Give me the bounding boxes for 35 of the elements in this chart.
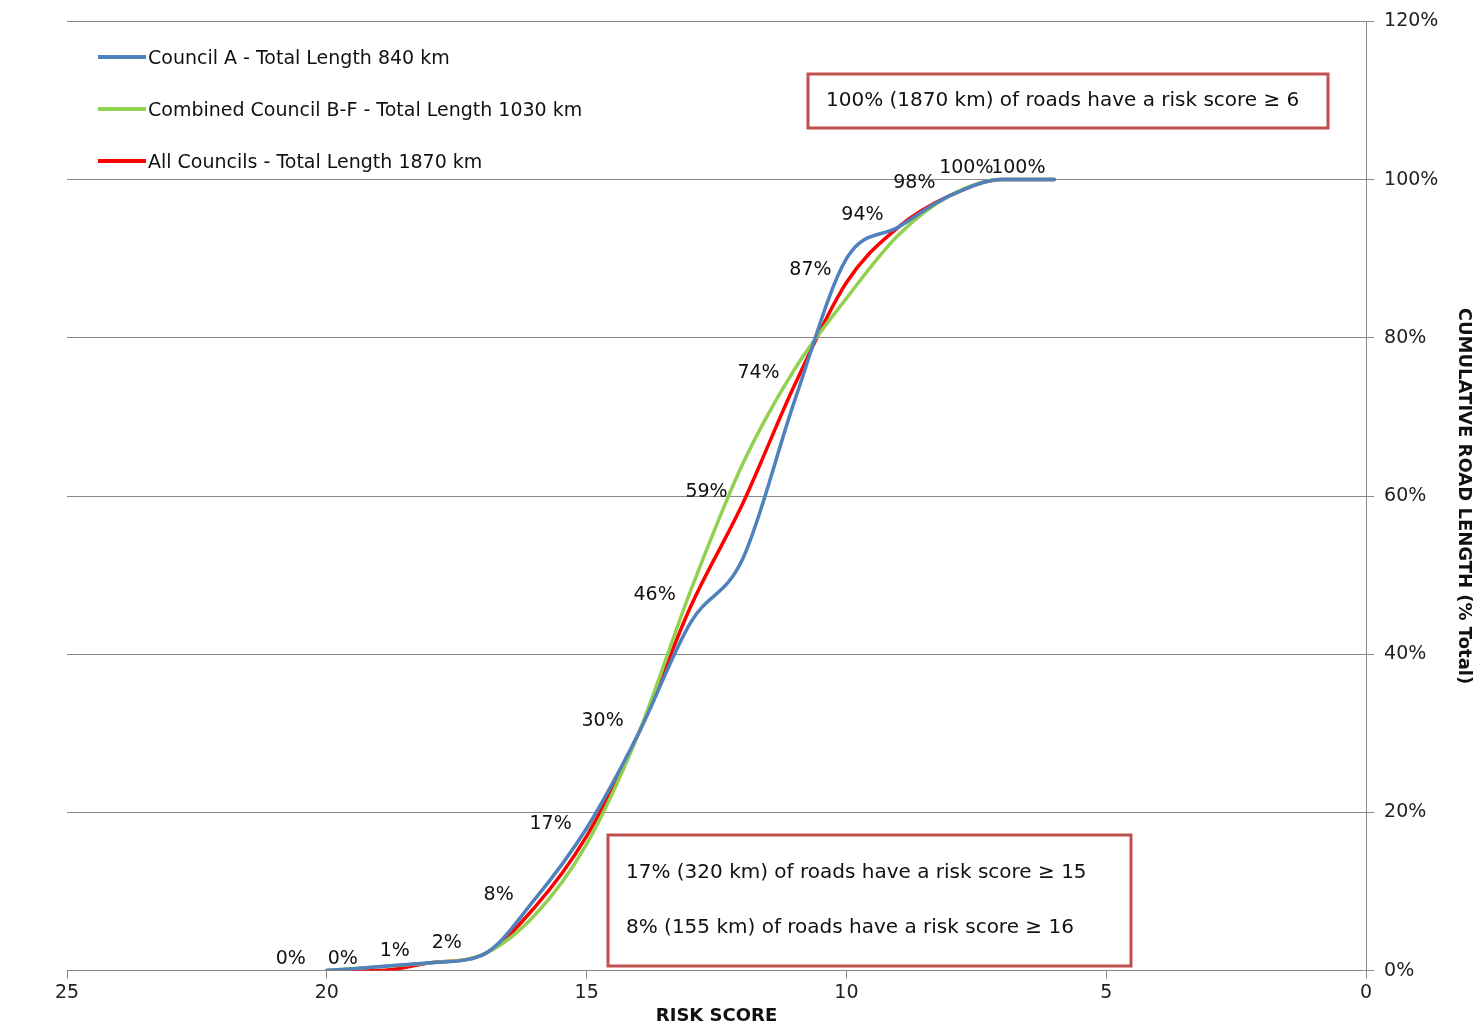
x-tick-label: 0 [1360, 979, 1373, 1002]
annotation: 17% (320 km) of roads have a risk score ≥ 15 [626, 858, 1087, 883]
data-label: 94% [841, 202, 884, 224]
y-tick-label: 60% [1384, 482, 1427, 505]
x-tick-label: 20 [314, 979, 339, 1002]
data-label: 100% [939, 154, 994, 177]
data-label: 2% [431, 929, 462, 952]
legend-label: Combined Council B-F - Total Length 1030 km [148, 98, 583, 120]
data-label: 46% [633, 581, 676, 604]
data-label: 8% [483, 882, 514, 905]
y-tick-label: 80% [1384, 324, 1427, 347]
data-label: 0% [275, 945, 306, 968]
data-label: 98% [893, 170, 936, 193]
y-axis-title: CUMULATIVE ROAD LENGTH (% Total) [1454, 307, 1476, 685]
y-tick-label: 120% [1384, 8, 1439, 31]
annotation: 100% (1870 km) of roads have a risk score ≥ 6 [826, 87, 1300, 112]
data-label: 30% [581, 708, 624, 731]
y-tick-label: 40% [1384, 641, 1427, 664]
x-tick-label: 15 [574, 979, 599, 1002]
data-label: 74% [737, 360, 780, 383]
data-label: 87% [789, 257, 832, 280]
x-tick-label: 5 [1100, 979, 1113, 1002]
x-tick-label: 10 [834, 979, 859, 1002]
data-label: 17% [529, 811, 572, 834]
legend-label: Council A - Total Length 840 km [148, 46, 450, 68]
legend-label: All Councils - Total Length 1870 km [148, 150, 483, 172]
x-tick-label: 25 [54, 979, 80, 1002]
y-tick-label: 0% [1384, 957, 1415, 980]
y-tick-label: 20% [1384, 799, 1427, 822]
x-axis-title: RISK SCORE [655, 1003, 778, 1025]
annotation: 8% (155 km) of roads have a risk score ≥ 16 [626, 914, 1074, 939]
data-label: 1% [379, 937, 410, 960]
data-label: 59% [685, 478, 728, 501]
data-label: 0% [327, 945, 358, 968]
y-tick-label: 100% [1384, 166, 1439, 189]
